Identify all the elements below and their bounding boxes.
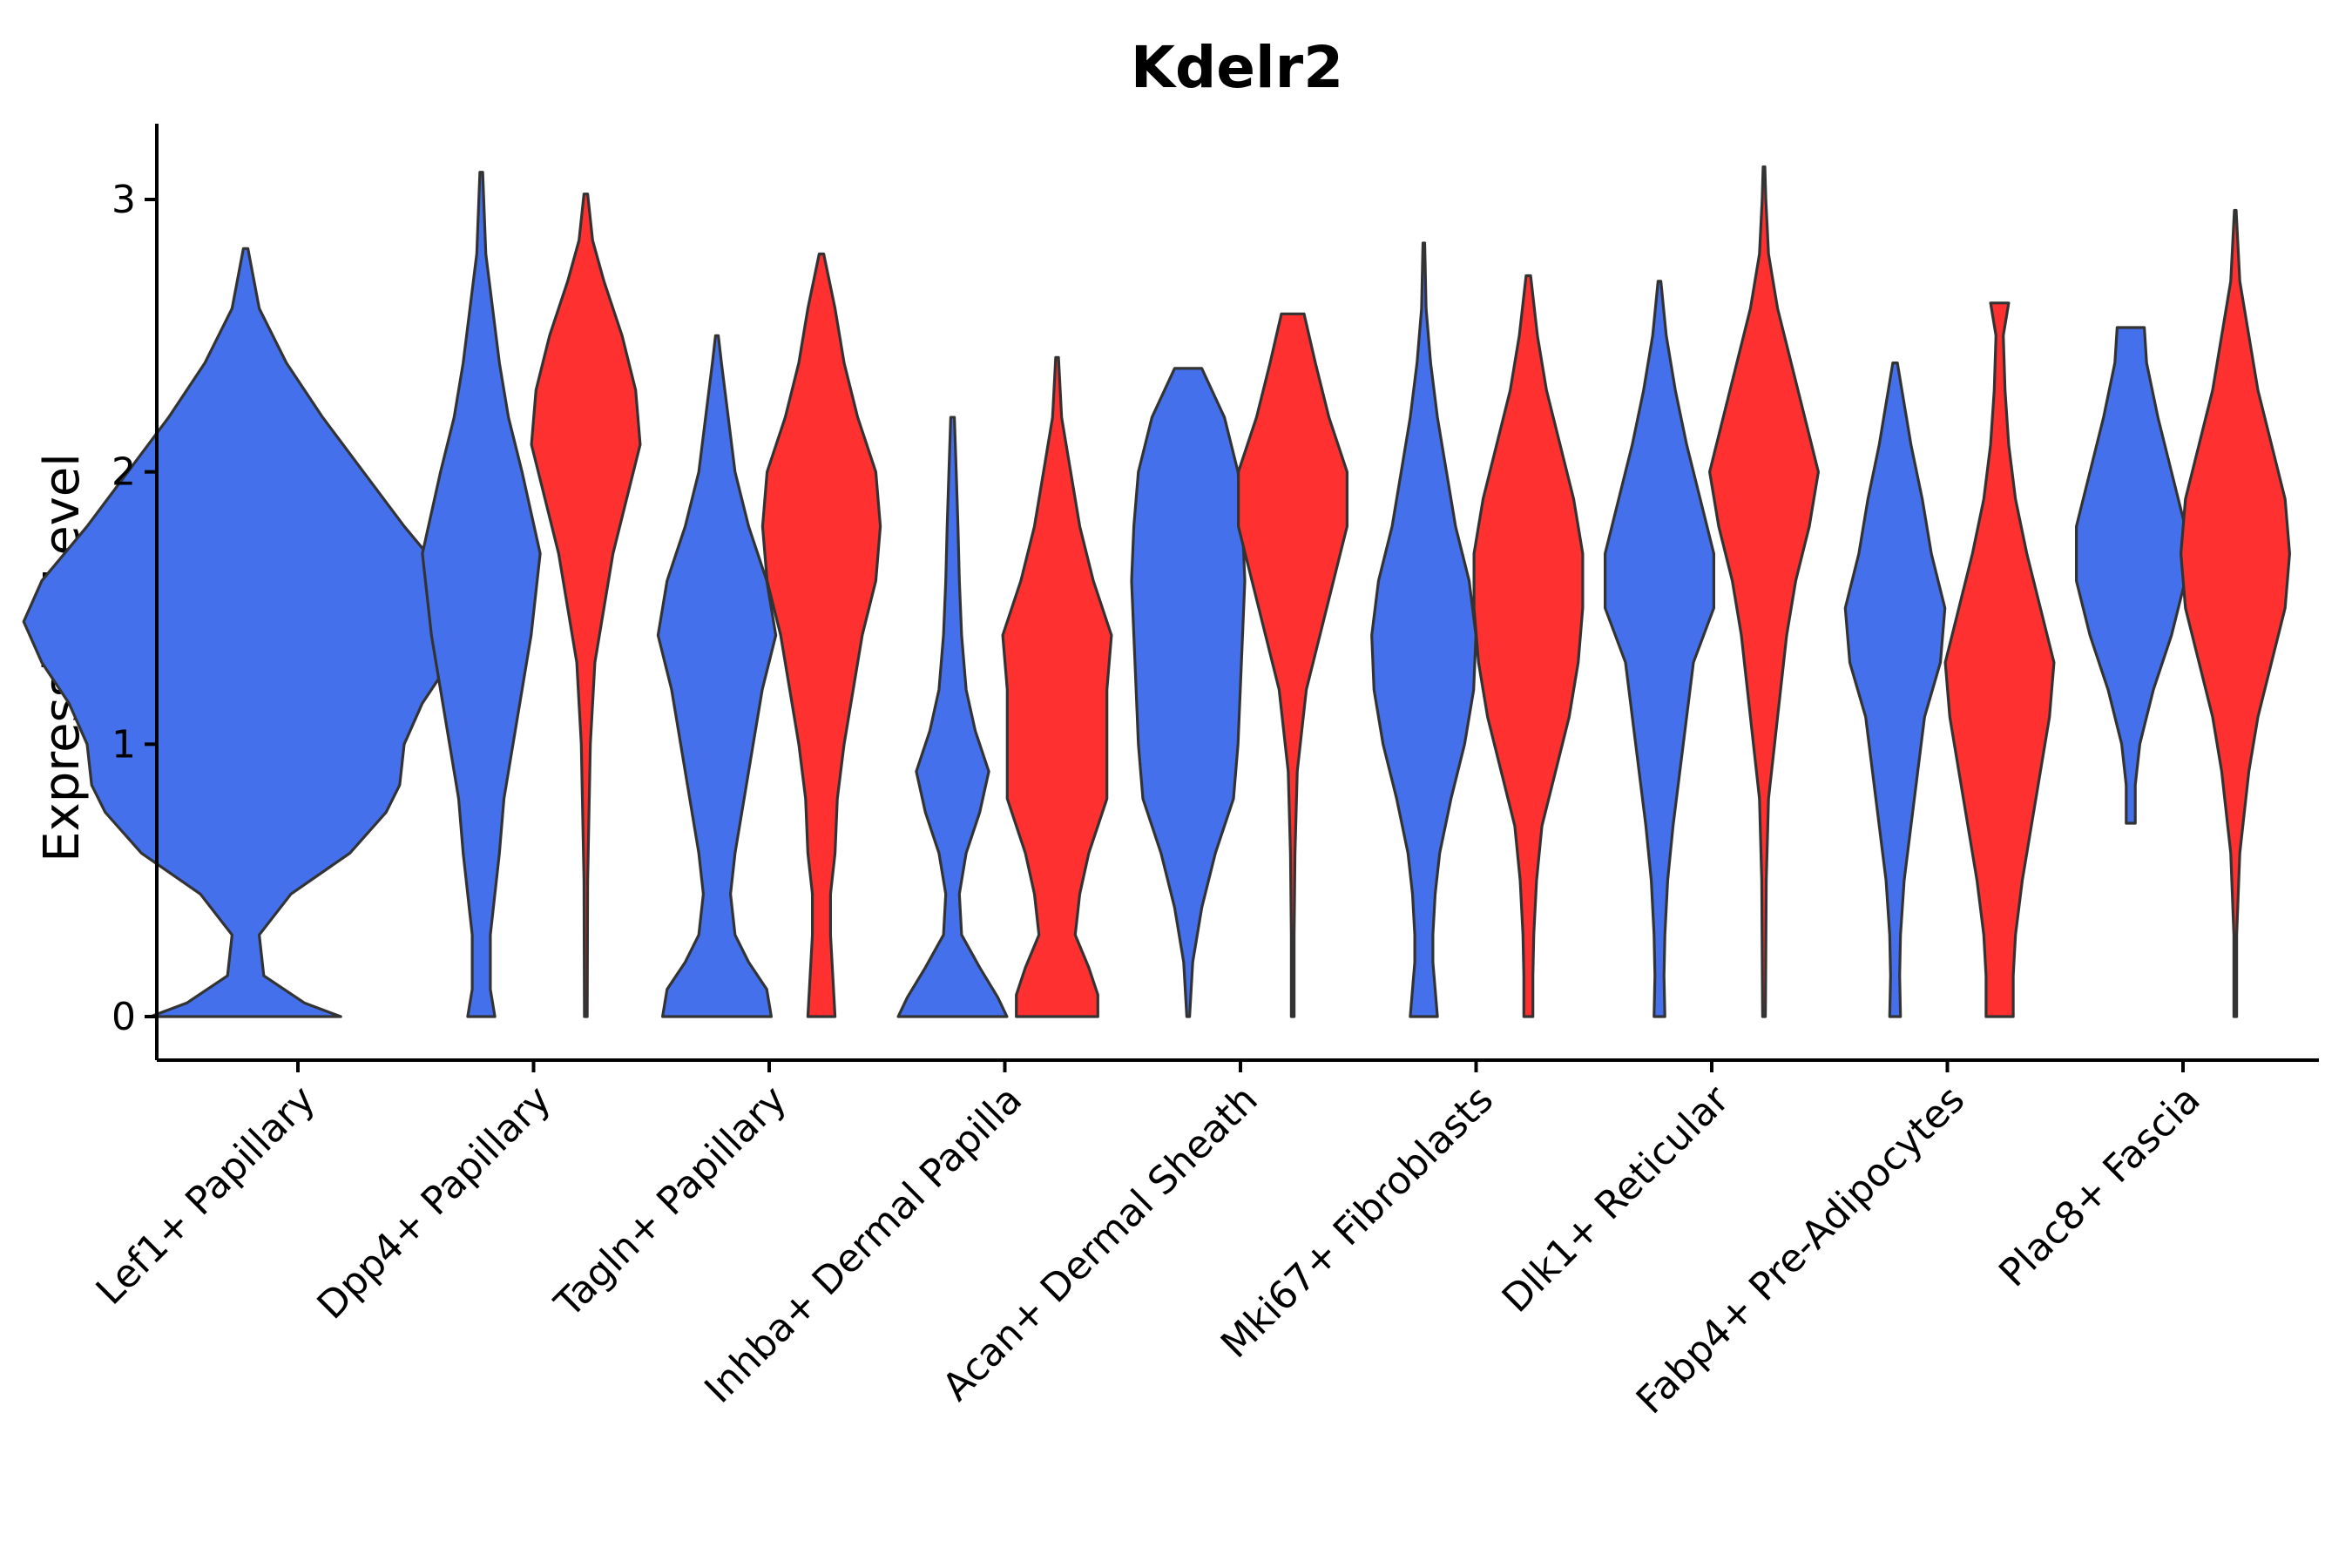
violin-blue: [1370, 241, 1477, 1018]
y-tick-label: 0: [112, 995, 136, 1039]
x-tick-label: Lef1+ Papillary: [88, 1078, 324, 1314]
violin-blue: [1843, 362, 1947, 1018]
violin-red: [1237, 312, 1348, 1018]
x-tick-label: Dpp4+ Papillary: [309, 1078, 560, 1328]
y-tick-label: 2: [112, 450, 136, 495]
y-ticks: 0 1 2 3: [112, 178, 157, 1039]
violin-blue: [2075, 326, 2186, 825]
x-tick-label: Plac8+ Fascia: [1990, 1078, 2209, 1296]
y-tick-label: 3: [112, 178, 136, 222]
violin-red: [1001, 355, 1113, 1018]
x-tick-label: Dlk1+ Reticular: [1494, 1077, 1739, 1321]
chart-title: Kdelr2: [1131, 34, 1343, 101]
violin-blue: [656, 334, 778, 1018]
violin-red: [760, 252, 882, 1018]
violin-blue: [22, 247, 470, 1018]
x-tick-label: Mki67+ Fibroblasts: [1213, 1078, 1502, 1367]
violin-blue: [896, 416, 1009, 1018]
y-tick-label: 1: [112, 722, 136, 767]
violin-red: [1472, 274, 1585, 1018]
violin-layer: [22, 165, 2291, 1018]
violin-red: [530, 193, 642, 1018]
violin-blue: [1130, 367, 1247, 1018]
x-tick-label: Tagln+ Papillary: [546, 1078, 795, 1327]
violin-red: [2180, 208, 2291, 1018]
axes: [155, 124, 2319, 1062]
violin-blue: [1604, 280, 1715, 1018]
violin-red: [1943, 301, 2056, 1018]
violin-blue: [421, 171, 542, 1018]
violin-red: [1708, 165, 1820, 1018]
